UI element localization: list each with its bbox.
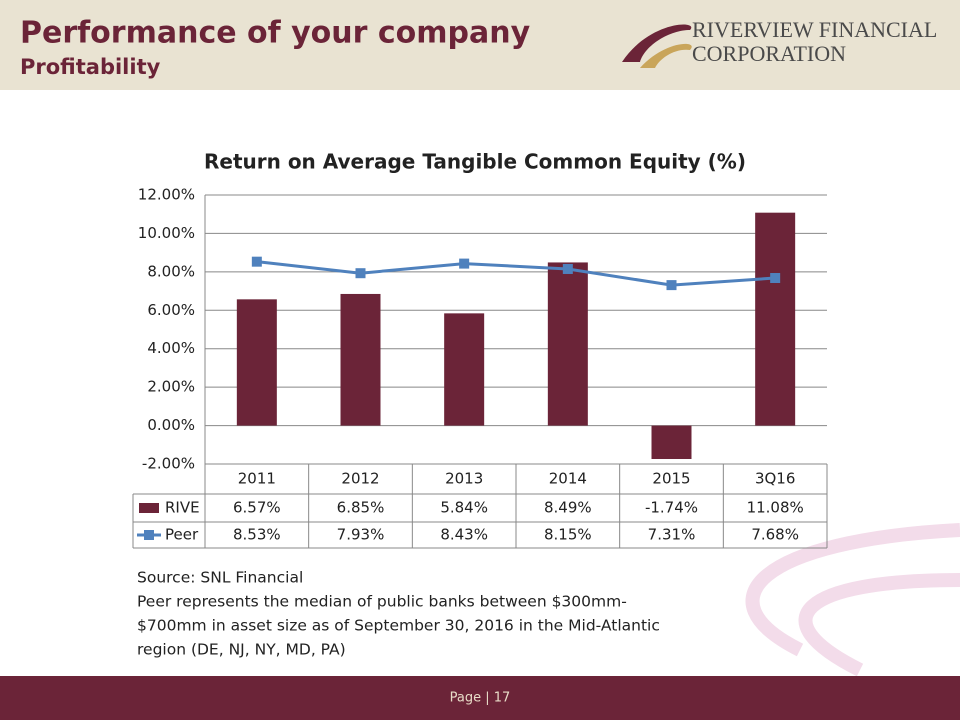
y-tick-label: 8.00% — [147, 262, 195, 280]
decoration — [745, 523, 960, 677]
x-tick-label: 2014 — [549, 470, 587, 488]
data-label: 8.15% — [544, 526, 592, 544]
data-label: 5.84% — [440, 499, 488, 517]
legend-key — [144, 530, 154, 540]
line-marker — [562, 263, 573, 274]
note: region (DE, NJ, NY, MD, PA) — [137, 641, 346, 659]
y-tick-label: -2.00% — [142, 455, 195, 473]
notes: Source: SNL Financial Peer represents the… — [137, 569, 660, 659]
line-marker — [355, 268, 366, 279]
x-tick-label: 2013 — [445, 470, 483, 488]
data-label: 11.08% — [747, 499, 804, 517]
bar — [755, 212, 796, 426]
line-marker — [459, 258, 470, 269]
logo-swoosh — [640, 43, 692, 68]
legend-label: Peer — [165, 526, 199, 544]
bar — [236, 299, 277, 426]
y-tick-label: 0.00% — [147, 416, 195, 434]
note: Peer represents the median of public ban… — [137, 593, 627, 611]
line-marker — [666, 280, 677, 291]
y-tick-label: 2.00% — [147, 378, 195, 396]
slide-title: Performance of your company — [20, 16, 531, 51]
data-label: 7.31% — [648, 526, 696, 544]
data-label: 6.85% — [337, 499, 385, 517]
swirl — [798, 573, 960, 677]
line — [256, 260, 776, 287]
note: Source: SNL Financial — [137, 569, 303, 587]
footer-band — [0, 676, 960, 720]
chart: -2.00% 0.00% 2.00% 4.00% 6.00% 8.00% 10.00% 12.… — [132, 186, 828, 549]
legend-label: RIVE — [165, 499, 200, 517]
data-label: 7.68% — [751, 526, 799, 544]
data-label: 6.57% — [233, 499, 281, 517]
line-marker — [251, 256, 262, 267]
y-tick-label: 6.00% — [147, 301, 195, 319]
bar — [444, 313, 485, 426]
y-tick-label: 12.00% — [138, 186, 195, 204]
bar — [340, 293, 381, 426]
page-number: Page | 17 — [450, 691, 511, 706]
header-band — [0, 0, 960, 90]
logo-swoosh — [622, 24, 692, 62]
x-tick-label: 2011 — [238, 470, 276, 488]
logo-text: RIVERVIEW FINANCIAL — [692, 17, 937, 42]
y-tick-label: 10.00% — [138, 224, 195, 242]
x-tick-label: 3Q16 — [755, 470, 795, 488]
swirl — [745, 523, 960, 657]
x-tick-label: 2015 — [652, 470, 690, 488]
chart-title: Return on Average Tangible Common Equity… — [204, 150, 746, 174]
bar — [547, 262, 588, 426]
y-tick-label: 4.00% — [147, 339, 195, 357]
data-label: -1.74% — [645, 499, 698, 517]
data-label: 8.53% — [233, 526, 281, 544]
note: $700mm in asset size as of September 30,… — [137, 617, 660, 635]
data-label: 8.49% — [544, 499, 592, 517]
data-label: 8.43% — [440, 526, 488, 544]
logo-text: CORPORATION — [692, 41, 846, 66]
data-label: 7.93% — [337, 526, 385, 544]
line-marker — [770, 273, 781, 284]
slide-subtitle: Profitability — [20, 55, 161, 79]
legend-key — [139, 503, 159, 513]
x-tick-label: 2012 — [341, 470, 379, 488]
bar — [651, 425, 692, 460]
logo: RIVERVIEW FINANCIAL CORPORATION — [622, 17, 937, 68]
